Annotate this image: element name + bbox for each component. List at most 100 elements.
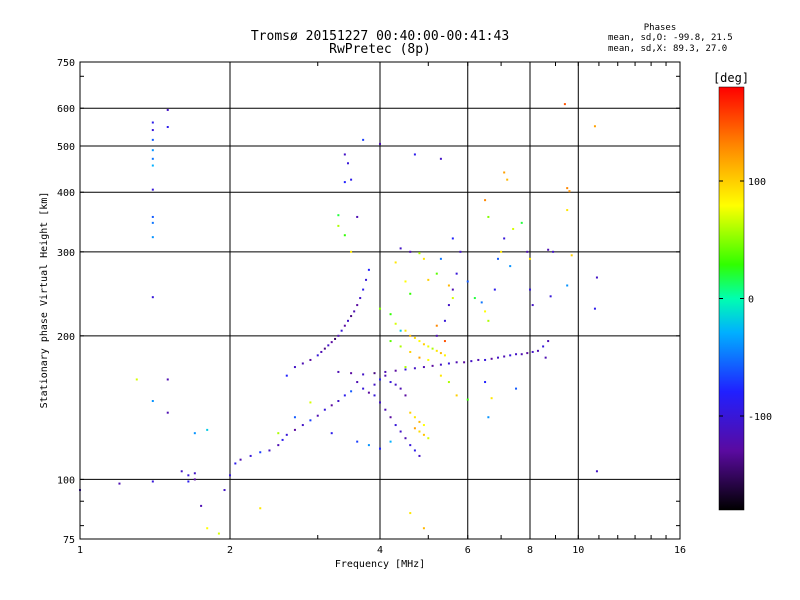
data-point [422, 257, 425, 260]
data-point [301, 362, 304, 365]
y-tick-label: 500 [57, 142, 75, 153]
data-point [549, 295, 552, 298]
data-point [409, 334, 412, 337]
data-point [470, 360, 473, 363]
data-point [409, 350, 412, 353]
data-point [281, 438, 284, 441]
data-point [320, 350, 323, 353]
data-point [367, 391, 370, 394]
data-point [422, 366, 425, 369]
data-point [466, 398, 469, 401]
data-point [520, 353, 523, 356]
data-point [394, 424, 397, 427]
data-point [343, 234, 346, 237]
data-point [404, 394, 407, 397]
y-tick-label: 600 [57, 104, 75, 115]
data-point [350, 315, 353, 318]
data-point [459, 250, 462, 253]
data-point [285, 374, 288, 377]
chart-title-line1: Tromsø 20151227 00:40:00-00:41:43 [251, 29, 509, 44]
data-point [595, 470, 598, 473]
data-point [593, 307, 596, 310]
data-point [151, 215, 154, 218]
data-point [466, 280, 469, 283]
data-point [379, 447, 381, 450]
data-point [435, 324, 438, 327]
data-point [346, 162, 349, 165]
data-point [451, 288, 454, 291]
y-tick-label: 100 [57, 475, 75, 486]
data-point [487, 215, 490, 218]
data-point [151, 138, 154, 141]
data-point [439, 352, 442, 355]
data-point [447, 284, 450, 287]
x-tick-label: 8 [527, 545, 533, 556]
data-point [484, 381, 487, 384]
stats-o-mode: mean, sd,O: -99.8, 21.5 [608, 33, 733, 43]
data-point [206, 428, 209, 431]
data-point [118, 482, 121, 485]
data-point [443, 354, 446, 357]
data-point [193, 478, 196, 481]
data-point [373, 383, 376, 386]
data-point [259, 451, 262, 454]
data-point [151, 121, 154, 124]
data-point [343, 153, 346, 156]
data-point [367, 268, 370, 271]
data-point [359, 297, 362, 300]
axes [79, 61, 681, 540]
x-tick-label: 1 [77, 545, 83, 556]
data-point [431, 364, 434, 367]
data-point [447, 381, 450, 384]
data-point [151, 149, 154, 152]
data-point [362, 138, 365, 141]
data-point [418, 420, 421, 423]
data-point [166, 378, 169, 381]
data-point [595, 276, 598, 279]
data-point [418, 340, 421, 343]
data-point [343, 324, 346, 327]
data-point [529, 257, 531, 260]
data-point [413, 336, 416, 339]
data-point [384, 408, 387, 411]
data-point [455, 272, 458, 275]
data-point [389, 440, 392, 443]
data-point [277, 432, 280, 435]
data-point [418, 356, 421, 359]
y-axis-label: Stationary phase Virtual Height [km] [39, 192, 50, 409]
data-point [187, 480, 190, 483]
data-point [570, 254, 573, 257]
data-point [277, 444, 280, 447]
data-point [373, 394, 376, 397]
data-point [151, 188, 154, 191]
data-point [151, 221, 154, 224]
colorbar-tick-label: 100 [748, 177, 766, 188]
data-point [422, 424, 425, 427]
data-point [379, 378, 381, 381]
data-point [435, 334, 438, 337]
data-point [350, 390, 353, 393]
data-point [529, 288, 531, 291]
data-point [309, 401, 312, 404]
data-point [443, 340, 446, 343]
colorbar: [deg] 100 0 -100 [713, 71, 772, 511]
data-point [151, 296, 154, 299]
data-point [413, 367, 416, 370]
data-point [180, 470, 183, 473]
data-point [526, 352, 529, 355]
data-point [379, 401, 381, 404]
data-point [356, 440, 359, 443]
data-point [509, 265, 512, 268]
data-point [547, 340, 550, 343]
data-point [337, 224, 340, 227]
data-point [435, 272, 438, 275]
data-point [399, 430, 402, 433]
data-point [566, 284, 569, 287]
y-tick-label: 200 [57, 332, 75, 343]
y-axis-ticks: 75 100 200 300 400 500 600 750 [57, 58, 75, 546]
x-tick-label: 2 [227, 545, 233, 556]
x-tick-label: 16 [674, 545, 686, 556]
data-point [234, 462, 237, 465]
data-point [384, 370, 387, 373]
